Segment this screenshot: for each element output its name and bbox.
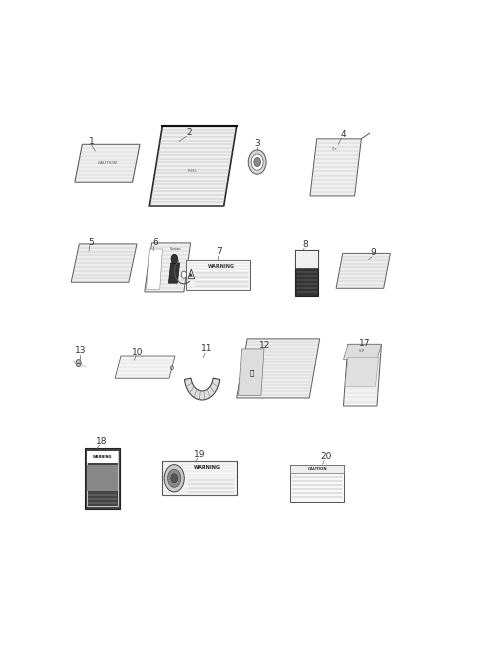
Text: 17: 17 [359,339,370,348]
Text: ▲: ▲ [190,271,193,276]
Polygon shape [310,139,361,196]
Circle shape [181,271,186,278]
Text: Kia: Kia [332,147,337,151]
Polygon shape [87,465,118,491]
Polygon shape [75,144,140,182]
Circle shape [251,154,263,170]
Text: 10: 10 [132,348,144,357]
Text: WARNING: WARNING [207,264,234,269]
Polygon shape [345,358,379,386]
Polygon shape [87,451,118,462]
Polygon shape [344,344,382,406]
Polygon shape [186,260,250,290]
Polygon shape [168,263,180,283]
Polygon shape [290,464,344,501]
Text: 20: 20 [320,452,332,461]
Polygon shape [184,378,220,400]
Text: 7: 7 [216,247,222,256]
Text: 18: 18 [96,437,108,446]
Text: 5: 5 [89,238,95,247]
Text: 12: 12 [259,341,270,350]
Text: WARNING: WARNING [93,455,112,459]
Polygon shape [84,449,120,509]
Text: 8: 8 [302,240,308,249]
Polygon shape [115,356,175,379]
Text: 3: 3 [254,139,260,148]
Text: 4: 4 [341,130,347,139]
Text: WARNING: WARNING [193,465,220,470]
Circle shape [168,469,181,487]
Text: 13: 13 [75,346,86,355]
Text: 1: 1 [89,137,95,146]
Text: CAUTION: CAUTION [97,161,118,165]
Text: 🔧: 🔧 [249,369,253,376]
Text: 11: 11 [201,344,213,354]
Polygon shape [145,243,191,292]
Polygon shape [149,126,237,206]
Polygon shape [336,253,390,289]
Text: 9: 9 [371,249,376,258]
Circle shape [254,157,261,167]
Polygon shape [239,349,264,396]
Text: Caution: Caution [170,247,181,251]
Polygon shape [296,251,318,296]
Circle shape [76,359,81,367]
Text: 6: 6 [153,238,158,247]
Circle shape [171,474,178,483]
Polygon shape [290,464,344,473]
Circle shape [171,255,178,264]
Text: CLIP: CLIP [359,350,365,354]
Polygon shape [237,339,320,398]
Polygon shape [162,461,237,495]
Circle shape [248,150,266,174]
Polygon shape [71,244,137,282]
Circle shape [164,464,184,492]
Text: 19: 19 [194,450,205,459]
Polygon shape [344,344,382,359]
Text: CAUTION: CAUTION [307,466,327,470]
Text: FUEL: FUEL [188,169,198,173]
Polygon shape [147,249,162,289]
Text: 2: 2 [187,129,192,137]
Polygon shape [296,251,318,268]
